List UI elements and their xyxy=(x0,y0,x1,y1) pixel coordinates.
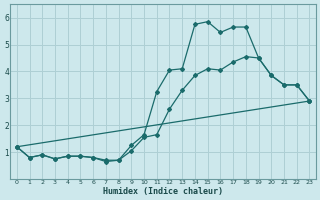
X-axis label: Humidex (Indice chaleur): Humidex (Indice chaleur) xyxy=(103,187,223,196)
